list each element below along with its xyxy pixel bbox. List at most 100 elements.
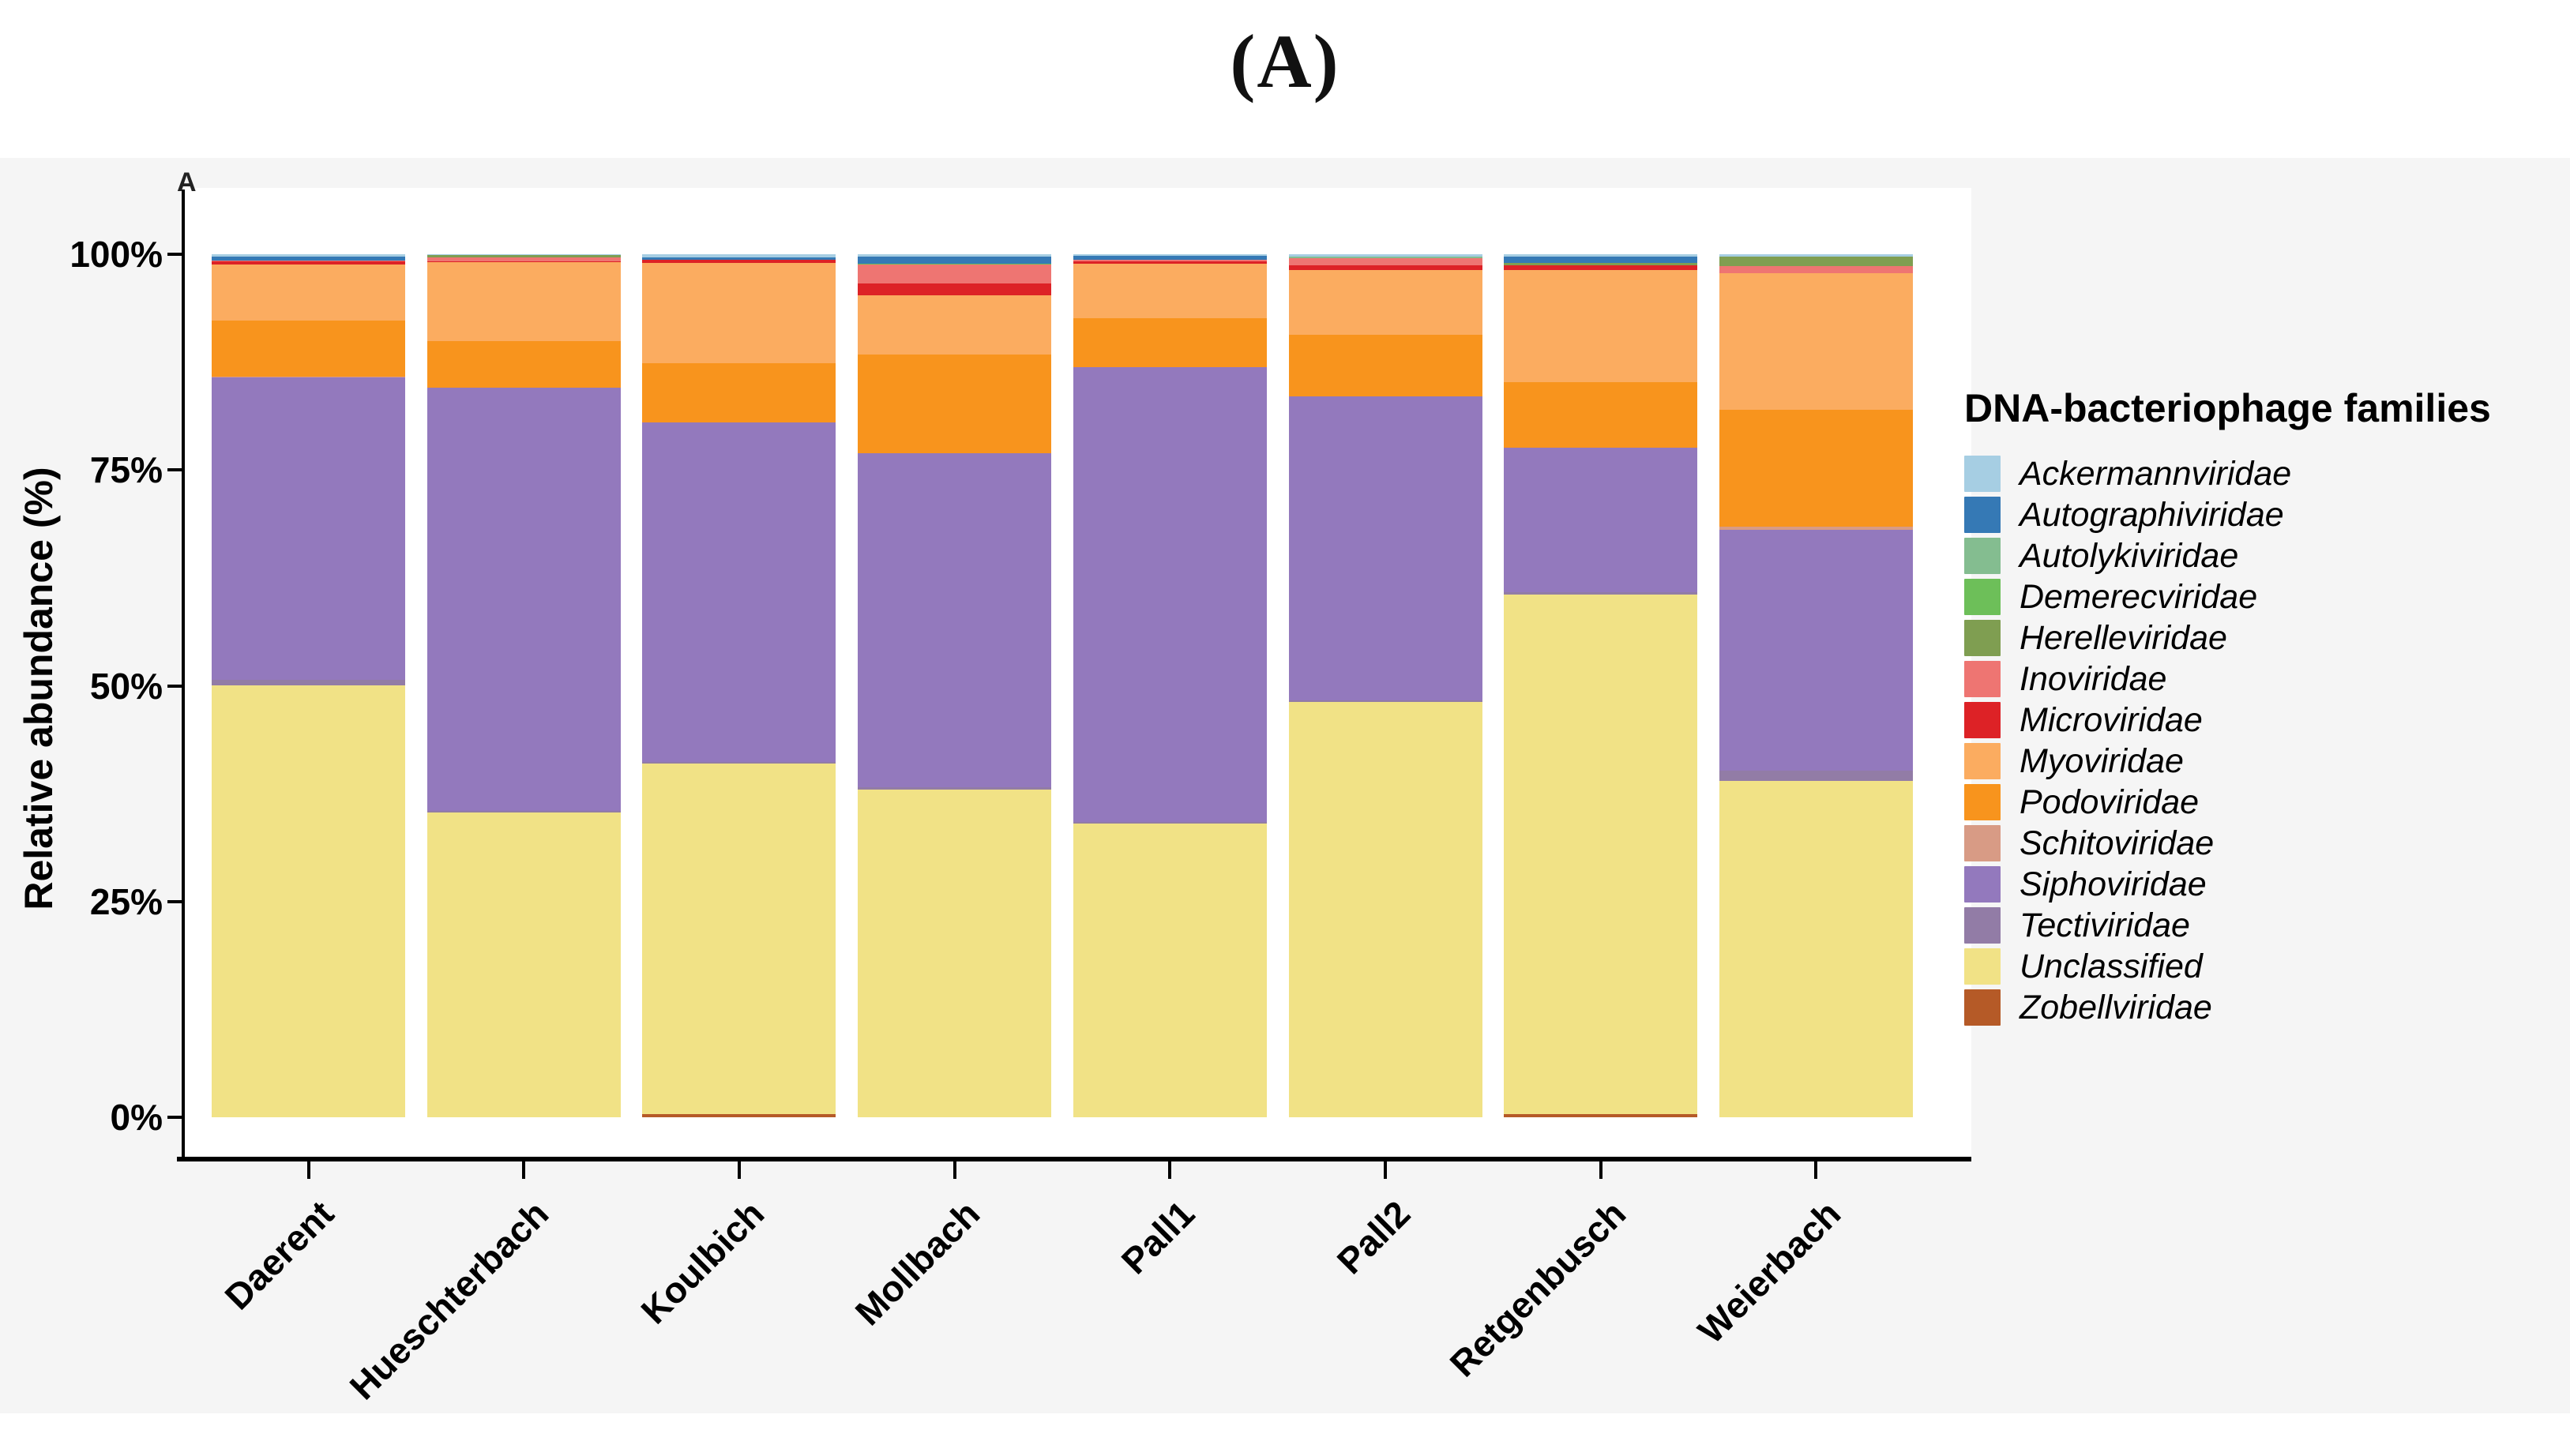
bar-segment-autographiviridae — [1504, 257, 1698, 263]
y-tick-label: 25% — [89, 880, 163, 922]
bar-segment-ackermannviridae — [212, 254, 405, 257]
bar-segment-myoviridae — [212, 265, 405, 321]
bar-segment-zobellviridae — [642, 1113, 836, 1117]
y-tick-label: 100% — [70, 234, 163, 275]
bar-segment-unclassified — [642, 763, 836, 1114]
bar-segment-ackermannviridae — [1073, 254, 1267, 257]
bar-segment-siphoviridae — [858, 453, 1052, 788]
legend-item-unclassified: Unclassified — [1964, 946, 2491, 987]
x-tick-mark — [1599, 1161, 1602, 1179]
legend-swatch-ackermannviridae — [1964, 456, 2001, 492]
x-tick-mark — [1814, 1161, 1818, 1179]
bar-segment-myoviridae — [858, 295, 1052, 355]
bar-segment-unclassified — [1073, 824, 1267, 1117]
x-tick-mark — [1384, 1161, 1387, 1179]
bar-segment-myoviridae — [1504, 269, 1698, 382]
bar-segment-myoviridae — [1073, 263, 1267, 318]
x-tick-mark — [306, 1161, 310, 1179]
legend-swatch-herelleviridae — [1964, 620, 2001, 656]
bar-segment-tectiviridae — [212, 679, 405, 686]
legend-swatch-myoviridae — [1964, 743, 2001, 779]
bar-segment-inoviridae — [858, 265, 1052, 284]
y-tick-mark — [167, 899, 182, 903]
legend-item-label: Schitoviridae — [2020, 824, 2215, 862]
legend-swatch-zobellviridae — [1964, 989, 2001, 1026]
bar-segment-unclassified — [1719, 780, 1913, 1117]
bar-segment-myoviridae — [1288, 269, 1482, 335]
bar-segment-tectiviridae — [642, 761, 836, 764]
bar-segment-podoviridae — [1073, 317, 1267, 368]
x-tick-mark — [952, 1161, 956, 1179]
bar-segment-autographiviridae — [642, 257, 836, 260]
bar-mollbach — [858, 254, 1052, 1117]
bar-segment-unclassified — [1504, 594, 1698, 1114]
bar-segment-autographiviridae — [212, 257, 405, 261]
legend-item-zobellviridae: Zobellviridae — [1964, 987, 2491, 1028]
bar-segment-podoviridae — [1719, 409, 1913, 527]
bar-segment-microviridae — [1073, 261, 1267, 264]
legend-swatch-schitoviridae — [1964, 825, 2001, 861]
bar-segment-herelleviridae — [426, 255, 621, 258]
bar-pall2 — [1288, 254, 1482, 1117]
x-tick-mark — [737, 1161, 741, 1179]
legend-item-label: Siphoviridae — [2020, 865, 2207, 903]
bar-segment-ackermannviridae — [1719, 254, 1913, 257]
bar-segment-autographiviridae — [1073, 256, 1267, 260]
bar-segment-ackermannviridae — [858, 254, 1052, 257]
legend-items: Ackermannviridae Autographiviridae Autolyk… — [1964, 453, 2491, 1028]
bar-segment-microviridae — [858, 283, 1052, 296]
bar-weierbach — [1719, 254, 1913, 1117]
bar-segment-inoviridae — [1073, 259, 1267, 261]
legend-item-label: Inoviridae — [2020, 660, 2167, 698]
legend-item-schitoviridae: Schitoviridae — [1964, 823, 2491, 864]
legend-item-tectiviridae: Tectiviridae — [1964, 905, 2491, 946]
y-tick-mark — [167, 1116, 182, 1119]
bar-segment-ackermannviridae — [1504, 254, 1698, 257]
legend-swatch-unclassified — [1964, 948, 2001, 985]
bar-segment-myoviridae — [426, 261, 621, 342]
bar-segment-microviridae — [212, 261, 405, 265]
y-tick-mark — [167, 253, 182, 256]
bar-segment-autographiviridae — [858, 257, 1052, 264]
bar-segment-siphoviridae — [212, 377, 405, 680]
bar-segment-siphoviridae — [1504, 447, 1698, 593]
legend-swatch-microviridae — [1964, 702, 2001, 738]
legend: DNA-bacteriophage families Ackermannviri… — [1964, 385, 2491, 1028]
bar-segment-podoviridae — [858, 354, 1052, 454]
bar-segment-myoviridae — [1719, 273, 1913, 410]
legend-item-siphoviridae: Siphoviridae — [1964, 864, 2491, 905]
legend-item-herelleviridae: Herelleviridae — [1964, 617, 2491, 659]
bar-segment-tectiviridae — [1504, 592, 1698, 595]
legend-item-label: Herelleviridae — [2020, 619, 2227, 657]
legend-item-label: Myoviridae — [2020, 742, 2184, 780]
y-tick-label: 50% — [89, 665, 163, 707]
legend-item-myoviridae: Myoviridae — [1964, 741, 2491, 782]
bar-segment-ackermannviridae — [1288, 254, 1482, 257]
y-tick-mark — [167, 684, 182, 688]
figure-title: (A) — [1230, 19, 1340, 103]
legend-swatch-autographiviridae — [1964, 497, 2001, 533]
legend-item-label: Ackermannviridae — [2020, 455, 2292, 493]
bar-segment-siphoviridae — [1073, 367, 1267, 823]
bar-segment-demerecviridae — [858, 264, 1052, 265]
legend-swatch-siphoviridae — [1964, 866, 2001, 902]
legend-item-label: Podoviridae — [2020, 783, 2200, 821]
bar-segment-siphoviridae — [1288, 396, 1482, 701]
bar-segment-tectiviridae — [1719, 770, 1913, 781]
bar-segment-podoviridae — [1504, 381, 1698, 448]
y-tick-label: 75% — [89, 449, 163, 491]
bar-segment-schitoviridae — [1719, 527, 1913, 530]
bar-segment-siphoviridae — [1719, 529, 1913, 771]
bar-segment-tectiviridae — [858, 787, 1052, 790]
bar-segment-inoviridae — [426, 257, 621, 261]
bar-segment-autolykiviridae — [1288, 257, 1482, 259]
bar-segment-inoviridae — [1719, 266, 1913, 274]
panel-label: A — [177, 167, 197, 197]
legend-item-autolykiviridae: Autolykiviridae — [1964, 535, 2491, 576]
bar-segment-ackermannviridae — [642, 254, 836, 258]
bar-pall1 — [1073, 254, 1267, 1117]
legend-swatch-autolykiviridae — [1964, 538, 2001, 574]
bar-segment-tectiviridae — [426, 810, 621, 813]
bar-retgenbusch — [1504, 254, 1698, 1117]
bar-koulbich — [642, 254, 836, 1117]
